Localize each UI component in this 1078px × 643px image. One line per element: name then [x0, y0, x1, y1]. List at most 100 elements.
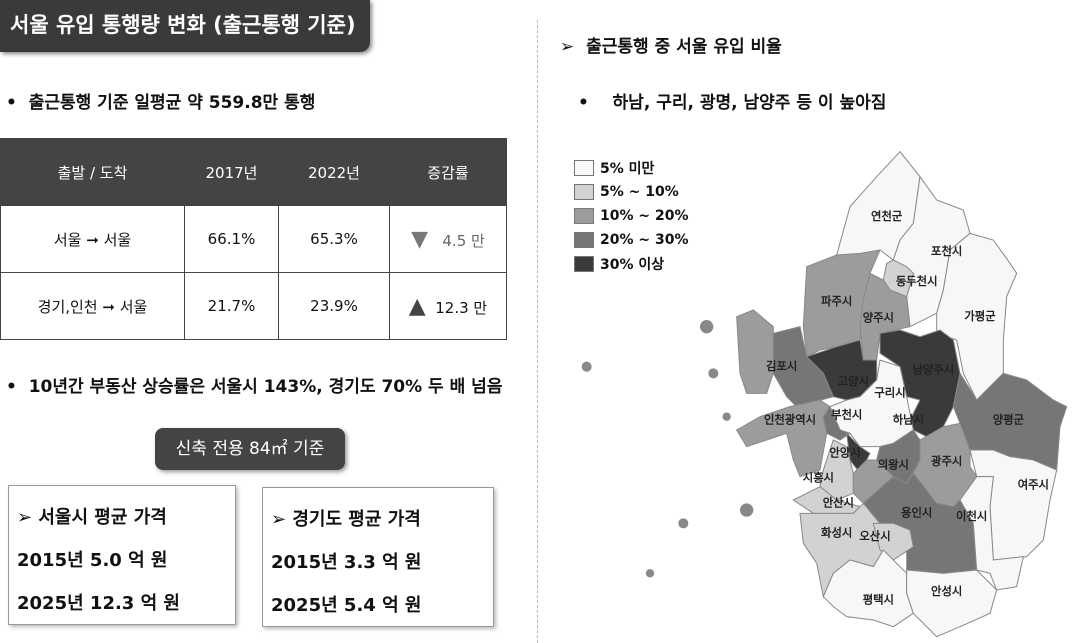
map-region-label: 안성시 — [931, 584, 962, 598]
price-2025: 2025년 5.4 억 원 — [271, 595, 422, 616]
legend-label: 5% ~ 10% — [600, 184, 679, 200]
map-region-label: 여주시 — [1018, 477, 1049, 491]
page-title: 서울 유입 통행량 변화 (출근통행 기준) — [0, 0, 370, 52]
map-region-label: 동두천시 — [896, 274, 938, 288]
heading-text: 출근통행 중 서울 유입 비율 — [586, 37, 782, 57]
map-region-label: 포천시 — [931, 244, 962, 258]
price-2025: 2025년 12.3 억 원 — [17, 593, 180, 614]
legend-swatch — [574, 256, 594, 272]
legend-swatch — [574, 184, 594, 200]
bullet-text: 10년간 부동산 상승률은 서울시 143%, 경기도 70% 두 배 넘음 — [28, 377, 503, 397]
map-region-label: 안양시 — [829, 446, 860, 460]
map-region-label: 이천시 — [956, 509, 987, 523]
legend-swatch — [574, 232, 594, 248]
map-island — [722, 412, 731, 421]
divider — [537, 20, 538, 643]
header-change: 증감률 — [389, 138, 507, 206]
box-title: ➢ 서울시 평균 가격 — [17, 507, 167, 528]
legend-item: 20% ~ 30% — [574, 228, 689, 252]
map-region-label: 양주시 — [863, 311, 894, 325]
map-island — [645, 569, 655, 578]
header-2022: 2022년 — [278, 138, 390, 206]
map-region-label: 광주시 — [931, 454, 962, 468]
arrow-right-icon: ➞ — [86, 230, 99, 249]
route-cell: 서울 ➞ 서울 — [0, 205, 185, 273]
box-title: ➢ 경기도 평균 가격 — [271, 509, 421, 530]
map-region-label: 고양시 — [838, 374, 869, 388]
map-region-label: 파주시 — [821, 294, 852, 308]
legend-swatch — [574, 208, 594, 224]
change-cell: ▲ 12.3 만 — [389, 272, 507, 340]
gyeonggi-price-box: ➢ 경기도 평균 가격 2015년 3.3 억 원 2025년 5.4 억 원 — [262, 487, 494, 627]
price-2015: 2015년 3.3 억 원 — [271, 552, 422, 573]
box-title-text: 경기도 평균 가격 — [292, 509, 421, 530]
map-region-label: 양평군 — [993, 412, 1025, 426]
value-2022: 65.3% — [278, 205, 390, 273]
triangle-down-icon: ▼ — [411, 226, 429, 252]
map-region — [822, 405, 852, 441]
table-row: 서울 ➞ 서울 66.1% 65.3% ▼ 4.5 만 — [0, 205, 507, 273]
map-region-label: 시흥시 — [803, 471, 834, 485]
map-region-label: 하남시 — [893, 412, 924, 426]
seoul-price-box: ➢ 서울시 평균 가격 2015년 5.0 억 원 2025년 12.3 억 원 — [8, 485, 236, 625]
bullet-text: 하남, 구리, 광명, 남양주 등 이 높아짐 — [612, 93, 887, 113]
route-cell: 경기,인천 ➞ 서울 — [0, 272, 185, 340]
map-island — [700, 320, 714, 334]
legend-item: 5% 미만 — [574, 156, 689, 180]
price-2015: 2015년 5.0 억 원 — [17, 550, 168, 571]
legend-label: 5% 미만 — [600, 161, 655, 177]
map-region-unlabeled — [736, 309, 774, 394]
map-region-label: 용인시 — [901, 506, 932, 520]
map-region-label: 평택시 — [863, 592, 894, 606]
change-value: 4.5 만 — [442, 231, 485, 250]
map-region-label: 부천시 — [831, 407, 862, 421]
map-region-label: 연천군 — [871, 209, 903, 223]
map-region-label: 화성시 — [821, 526, 852, 540]
right-bullet: • 하남, 구리, 광명, 남양주 등 이 높아짐 — [578, 93, 887, 113]
map-region-label: 인천광역시 — [764, 412, 816, 426]
map-region-label: 구리시 — [874, 386, 905, 400]
value-2017: 21.7% — [184, 272, 279, 340]
box-title-text: 서울시 평균 가격 — [38, 507, 167, 528]
route-to: 서울 — [119, 297, 148, 316]
right-heading: ➢ 출근통행 중 서울 유입 비율 — [560, 37, 782, 57]
map-region — [959, 476, 1024, 591]
value-2017: 66.1% — [184, 205, 279, 273]
bullet-daily-trips: • 출근통행 기준 일평균 약 559.8만 통행 — [6, 93, 316, 113]
map-island — [708, 368, 719, 379]
map-region-label: 가평군 — [964, 309, 996, 323]
map-legend: 5% 미만 5% ~ 10% 10% ~ 20% 20% ~ 30% 30% 이상 — [574, 156, 689, 276]
legend-item: 10% ~ 20% — [574, 204, 689, 228]
map-region — [906, 569, 998, 638]
map-island — [740, 503, 754, 517]
triangle-up-icon: ▲ — [408, 293, 426, 319]
arrow-right-icon: ➞ — [102, 297, 115, 316]
header-origin-dest: 출발 / 도착 — [0, 138, 185, 206]
legend-label: 10% ~ 20% — [600, 208, 689, 224]
map-island — [581, 361, 592, 372]
route-to: 서울 — [103, 230, 132, 249]
map-region — [829, 359, 914, 448]
bullet-price-increase: • 10년간 부동산 상승률은 서울시 143%, 경기도 70% 두 배 넘음 — [6, 377, 503, 397]
legend-item: 30% 이상 — [574, 252, 689, 276]
header-2017: 2017년 — [184, 138, 279, 206]
table-row: 경기,인천 ➞ 서울 21.7% 23.9% ▲ 12.3 만 — [0, 272, 507, 340]
map-region-label: 오산시 — [859, 529, 890, 543]
map-region-label: 의왕시 — [878, 457, 909, 471]
map-region-label: 김포시 — [766, 359, 797, 373]
legend-label: 30% 이상 — [600, 257, 665, 273]
criteria-badge: 신축 전용 84㎡ 기준 — [155, 428, 345, 470]
route-from: 서울 — [53, 230, 82, 249]
map-region — [735, 399, 831, 478]
value-2022: 23.9% — [278, 272, 390, 340]
map-region-label: 안산시 — [823, 496, 854, 510]
legend-item: 5% ~ 10% — [574, 180, 689, 204]
change-value: 12.3 만 — [435, 298, 488, 317]
table-header-row: 출발 / 도착 2017년 2022년 증감률 — [0, 138, 507, 206]
map-island — [678, 518, 689, 529]
route-from: 경기,인천 — [37, 297, 98, 316]
legend-label: 20% ~ 30% — [600, 232, 689, 248]
bullet-text: 출근통행 기준 일평균 약 559.8만 통행 — [28, 93, 316, 113]
map-region-label: 남양주시 — [912, 362, 954, 376]
